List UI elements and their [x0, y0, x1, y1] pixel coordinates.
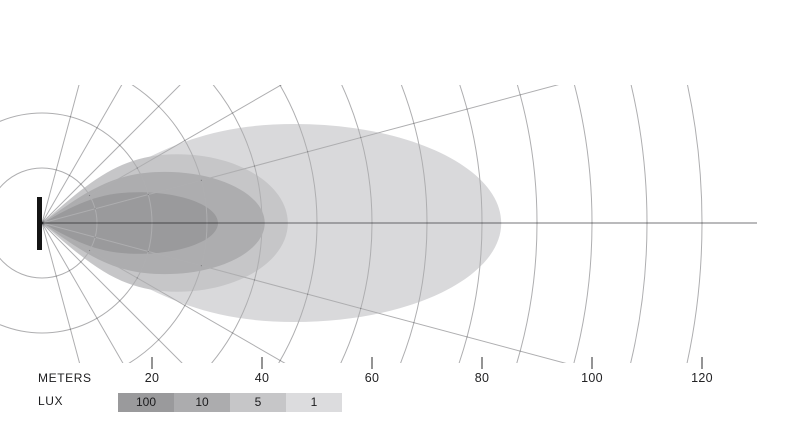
angle-ray-15deg: [41, 85, 559, 224]
lux-legend-strip: 100 10 5 1: [118, 393, 342, 412]
angle-ray--15deg: [41, 222, 567, 363]
lux-swatch-1: 1: [286, 393, 342, 412]
angle-ray-60deg: [41, 85, 123, 224]
tick-label-60: 60: [364, 371, 380, 385]
angle-ray--75deg: [41, 222, 81, 363]
axis-ticks: [151, 357, 703, 369]
angle-ray-45deg: [41, 85, 181, 224]
angle-ray--45deg: [41, 222, 183, 363]
lux-legend-label: LUX: [38, 394, 64, 408]
tick-label-100: 100: [581, 371, 603, 385]
angle-ray--60deg: [41, 222, 124, 363]
meters-axis-label: METERS: [38, 371, 92, 385]
tick-label-120: 120: [691, 371, 713, 385]
tick-label-40: 40: [254, 371, 270, 385]
angle-ray--30deg: [41, 222, 286, 363]
tick-label-20: 20: [144, 371, 160, 385]
lux-swatch-5: 5: [230, 393, 286, 412]
angle-ray-30deg: [41, 85, 283, 224]
tick-label-80: 80: [474, 371, 490, 385]
lux-swatch-10: 10: [174, 393, 230, 412]
lux-swatch-100: 100: [118, 393, 174, 412]
light-source-bar: [37, 197, 42, 250]
angle-ray-75deg: [41, 85, 80, 224]
